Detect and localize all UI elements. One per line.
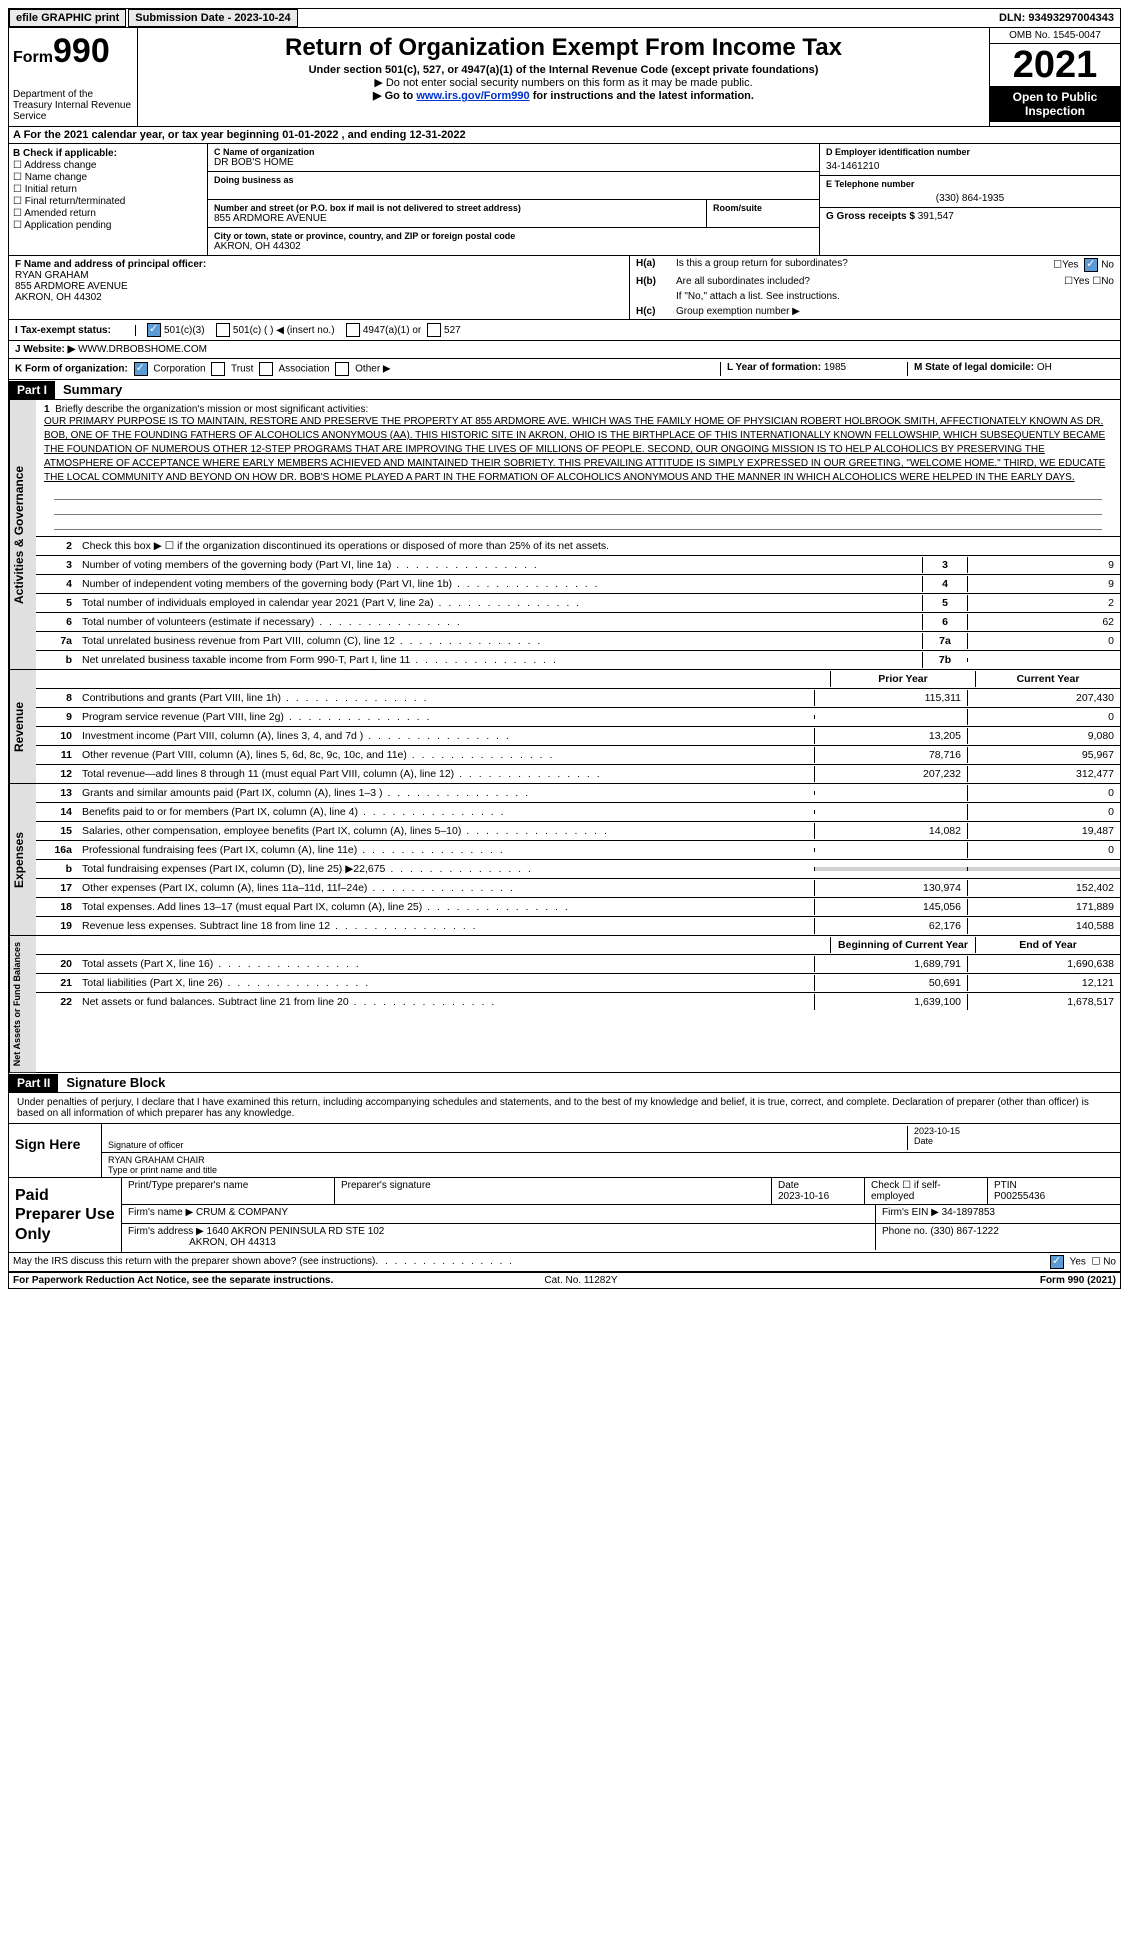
ha-no-check[interactable] bbox=[1084, 258, 1098, 272]
chk-amended[interactable]: Amended return bbox=[13, 208, 203, 219]
signature-block: Under penalties of perjury, I declare th… bbox=[8, 1093, 1121, 1124]
mission-text: OUR PRIMARY PURPOSE IS TO MAINTAIN, REST… bbox=[44, 416, 1105, 483]
section-f: F Name and address of principal officer:… bbox=[9, 256, 629, 319]
line-5: 5Total number of individuals employed in… bbox=[36, 594, 1120, 613]
tax-year: 2021 bbox=[990, 44, 1120, 86]
discuss-row: May the IRS discuss this return with the… bbox=[8, 1253, 1121, 1272]
line-20: 20Total assets (Part X, line 16)1,689,79… bbox=[36, 955, 1120, 974]
line-22: 22Net assets or fund balances. Subtract … bbox=[36, 993, 1120, 1011]
line-11: 11Other revenue (Part VIII, column (A), … bbox=[36, 746, 1120, 765]
line-6: 6Total number of volunteers (estimate if… bbox=[36, 613, 1120, 632]
section-j: J Website: ▶ WWW.DRBOBSHOME.COM bbox=[8, 341, 1121, 359]
tab-revenue: Revenue bbox=[9, 670, 36, 783]
balance-headers: Beginning of Current Year End of Year bbox=[36, 936, 1120, 955]
chk-address[interactable]: Address change bbox=[13, 160, 203, 171]
omb-number: OMB No. 1545-0047 bbox=[990, 28, 1120, 44]
part1-body: Activities & Governance 1 Briefly descri… bbox=[8, 400, 1121, 670]
sections-f-h: F Name and address of principal officer:… bbox=[8, 256, 1121, 320]
open-public-badge: Open to Public Inspection bbox=[990, 86, 1120, 122]
part1-header: Part I Summary bbox=[8, 380, 1121, 400]
paperwork-row: For Paperwork Reduction Act Notice, see … bbox=[8, 1272, 1121, 1289]
527-check[interactable] bbox=[427, 323, 441, 337]
assoc-check[interactable] bbox=[259, 362, 273, 376]
submission-button[interactable]: Submission Date - 2023-10-24 bbox=[128, 9, 297, 27]
trust-check[interactable] bbox=[211, 362, 225, 376]
efile-button[interactable]: efile GRAPHIC print bbox=[9, 9, 126, 27]
sign-here-row: Sign Here Signature of officer 2023-10-1… bbox=[8, 1124, 1121, 1178]
line-19: 19Revenue less expenses. Subtract line 1… bbox=[36, 917, 1120, 935]
line-17: 17Other expenses (Part IX, column (A), l… bbox=[36, 879, 1120, 898]
section-c-dba: Doing business as bbox=[208, 172, 819, 200]
line-1: 1 Briefly describe the organization's mi… bbox=[36, 400, 1120, 537]
section-i: I Tax-exempt status: 501(c)(3) 501(c) ( … bbox=[8, 320, 1121, 341]
line-b: bNet unrelated business taxable income f… bbox=[36, 651, 1120, 669]
line-8: 8Contributions and grants (Part VIII, li… bbox=[36, 689, 1120, 708]
4947-check[interactable] bbox=[346, 323, 360, 337]
other-check[interactable] bbox=[335, 362, 349, 376]
section-klm: K Form of organization: Corporation Trus… bbox=[8, 359, 1121, 380]
netassets-section: Net Assets or Fund Balances Beginning of… bbox=[8, 936, 1121, 1073]
line-2: 2 Check this box ▶ ☐ if the organization… bbox=[36, 537, 1120, 556]
form-subtitle: Under section 501(c), 527, or 4947(a)(1)… bbox=[142, 64, 985, 76]
line-b: bTotal fundraising expenses (Part IX, co… bbox=[36, 860, 1120, 879]
section-c-name: C Name of organization DR BOB'S HOME bbox=[208, 144, 819, 172]
expenses-section: Expenses 13Grants and similar amounts pa… bbox=[8, 784, 1121, 936]
dept-text: Department of the Treasury Internal Reve… bbox=[13, 89, 133, 122]
section-a: A For the 2021 calendar year, or tax yea… bbox=[8, 127, 1121, 144]
line-13: 13Grants and similar amounts paid (Part … bbox=[36, 784, 1120, 803]
line-10: 10Investment income (Part VIII, column (… bbox=[36, 727, 1120, 746]
line-16a: 16aProfessional fundraising fees (Part I… bbox=[36, 841, 1120, 860]
line-14: 14Benefits paid to or for members (Part … bbox=[36, 803, 1120, 822]
discuss-yes[interactable] bbox=[1050, 1255, 1064, 1269]
chk-initial[interactable]: Initial return bbox=[13, 184, 203, 195]
line-4: 4Number of independent voting members of… bbox=[36, 575, 1120, 594]
form-note1: ▶ Do not enter social security numbers o… bbox=[142, 76, 985, 89]
sections-b-to-g: B Check if applicable: Address change Na… bbox=[8, 144, 1121, 256]
dln-text: DLN: 93493297004343 bbox=[999, 12, 1120, 24]
corp-check[interactable] bbox=[134, 362, 148, 376]
chk-name[interactable]: Name change bbox=[13, 172, 203, 183]
top-bar: efile GRAPHIC print Submission Date - 20… bbox=[8, 8, 1121, 28]
section-c-city: City or town, state or province, country… bbox=[208, 228, 819, 255]
section-e: E Telephone number (330) 864-1935 bbox=[820, 176, 1120, 208]
paid-preparer: Paid Preparer Use Only Print/Type prepar… bbox=[8, 1178, 1121, 1253]
line-9: 9Program service revenue (Part VIII, lin… bbox=[36, 708, 1120, 727]
tab-netassets: Net Assets or Fund Balances bbox=[9, 936, 36, 1072]
chk-pending[interactable]: Application pending bbox=[13, 220, 203, 231]
section-h: H(a) Is this a group return for subordin… bbox=[629, 256, 1120, 319]
line-7a: 7aTotal unrelated business revenue from … bbox=[36, 632, 1120, 651]
501c3-check[interactable] bbox=[147, 323, 161, 337]
line-12: 12Total revenue—add lines 8 through 11 (… bbox=[36, 765, 1120, 783]
section-g: G Gross receipts $ 391,547 bbox=[820, 208, 1120, 225]
section-d: D Employer identification number 34-1461… bbox=[820, 144, 1120, 176]
line-21: 21Total liabilities (Part X, line 26)50,… bbox=[36, 974, 1120, 993]
form-header: Form990 Department of the Treasury Inter… bbox=[8, 28, 1121, 127]
form-note2: ▶ Go to www.irs.gov/Form990 for instruct… bbox=[142, 89, 985, 102]
part2-header: Part II Signature Block bbox=[8, 1073, 1121, 1093]
year-headers: Prior Year Current Year bbox=[36, 670, 1120, 689]
form-number: Form990 bbox=[13, 32, 133, 71]
tab-activities: Activities & Governance bbox=[9, 400, 36, 669]
chk-final[interactable]: Final return/terminated bbox=[13, 196, 203, 207]
501c-check[interactable] bbox=[216, 323, 230, 337]
perjury-text: Under penalties of perjury, I declare th… bbox=[9, 1093, 1120, 1123]
irs-link[interactable]: www.irs.gov/Form990 bbox=[416, 90, 529, 102]
section-b: B Check if applicable: Address change Na… bbox=[9, 144, 208, 255]
tab-expenses: Expenses bbox=[9, 784, 36, 935]
section-c-addr: Number and street (or P.O. box if mail i… bbox=[208, 200, 819, 228]
line-15: 15Salaries, other compensation, employee… bbox=[36, 822, 1120, 841]
form-title: Return of Organization Exempt From Incom… bbox=[142, 34, 985, 62]
line-18: 18Total expenses. Add lines 13–17 (must … bbox=[36, 898, 1120, 917]
revenue-section: Revenue Prior Year Current Year 8Contrib… bbox=[8, 670, 1121, 784]
line-3: 3Number of voting members of the governi… bbox=[36, 556, 1120, 575]
